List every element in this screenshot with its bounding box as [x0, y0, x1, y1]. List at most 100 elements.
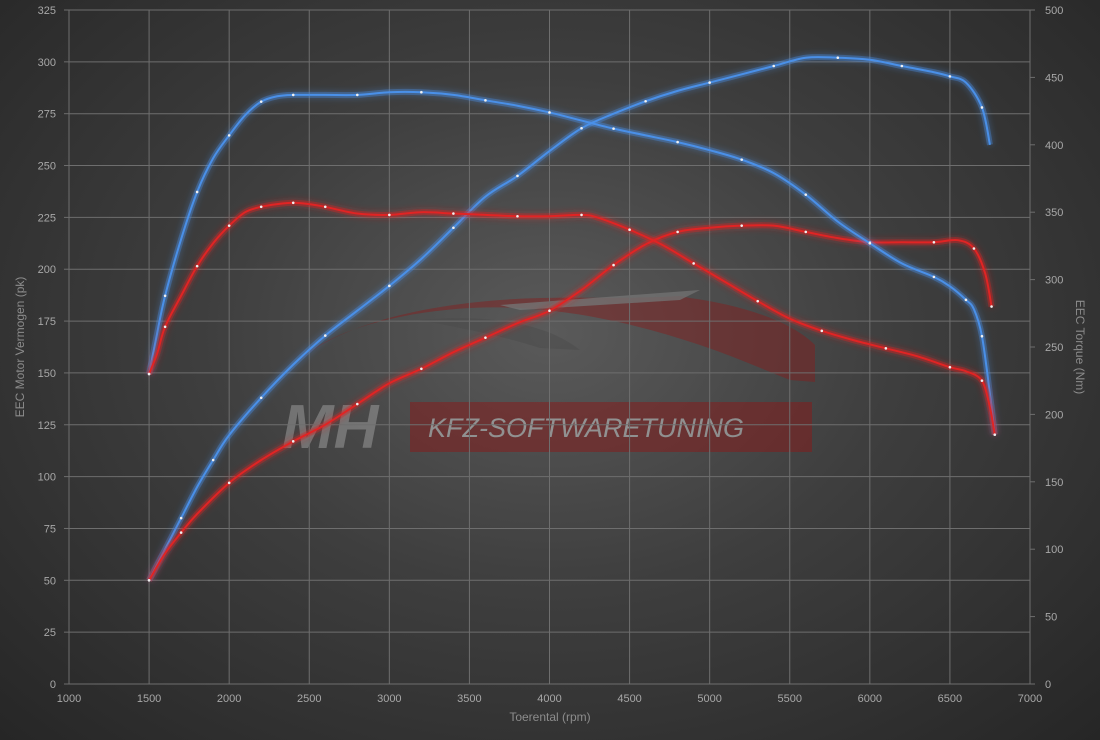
data-point: [932, 240, 936, 244]
x-tick-label: 5500: [778, 693, 802, 705]
chart-series: [146, 54, 998, 582]
data-point: [227, 224, 231, 227]
y-tick-label-left: 50: [44, 575, 56, 587]
logo-banner: [410, 402, 812, 452]
data-point: [580, 213, 583, 217]
data-point: [740, 224, 743, 227]
data-point: [195, 190, 199, 194]
data-point: [420, 90, 423, 94]
data-point: [291, 440, 295, 443]
x-tick-label: 7000: [1018, 693, 1042, 705]
data-point: [948, 75, 952, 78]
y-tick-label-right: 400: [1045, 140, 1063, 152]
data-point: [163, 325, 167, 329]
series-3: [146, 199, 998, 436]
logo-initials: MH: [282, 393, 380, 462]
data-point: [452, 212, 455, 215]
data-point: [179, 531, 183, 534]
y-axis-left-title: EEC Motor Vermogen (pk): [13, 277, 27, 418]
data-point: [884, 347, 888, 350]
y-tick-label-left: 275: [38, 109, 56, 121]
data-point: [980, 106, 984, 109]
data-point: [804, 230, 808, 234]
y-tick-label-right: 150: [1045, 477, 1063, 489]
data-point: [836, 56, 840, 59]
chart-ticks: 1000 1500 2000 2500 3000 3500 4000 4500 5000 5500…: [38, 5, 1064, 705]
y-tick-label-left: 75: [44, 523, 56, 535]
data-point: [163, 294, 167, 298]
x-tick-label: 1000: [57, 693, 81, 705]
data-point: [259, 205, 263, 209]
data-point: [804, 193, 808, 196]
logo-text: KFZ-SOFTWARETUNING: [428, 413, 744, 443]
data-point: [323, 334, 327, 337]
data-point: [227, 134, 231, 137]
y-tick-label-left: 200: [38, 264, 56, 276]
data-point: [948, 365, 952, 369]
data-point: [740, 158, 743, 161]
data-point: [820, 329, 824, 333]
data-point: [676, 140, 679, 144]
data-point: [211, 458, 215, 462]
y-tick-label-left: 325: [38, 5, 56, 17]
data-point: [993, 433, 997, 436]
y-tick-label-left: 125: [38, 420, 56, 432]
data-point: [964, 298, 968, 302]
chart-grid: [64, 9, 1035, 685]
x-tick-label: 3500: [457, 693, 481, 705]
data-point: [972, 247, 976, 250]
y-tick-label-left: 25: [44, 627, 56, 639]
data-point: [628, 228, 631, 232]
x-tick-label: 2000: [217, 693, 241, 705]
x-tick-label: 3000: [377, 693, 401, 705]
data-point: [388, 284, 391, 288]
y-tick-label-right: 250: [1045, 342, 1063, 354]
x-tick-label: 6500: [938, 693, 962, 705]
data-point: [195, 264, 199, 268]
data-point: [452, 226, 455, 230]
y-tick-label-right: 200: [1045, 409, 1063, 421]
x-tick-label: 2500: [297, 693, 321, 705]
data-point: [612, 263, 615, 267]
series-line: [148, 55, 991, 581]
data-point: [868, 241, 872, 245]
x-tick-label: 4000: [537, 693, 561, 705]
y-tick-label-left: 0: [50, 679, 56, 691]
series-glow: [146, 199, 998, 436]
x-axis-title: Toerental (rpm): [509, 710, 590, 724]
data-point: [147, 372, 151, 376]
data-point: [291, 93, 295, 97]
watermark-logo: MH KFZ-SOFTWARETUNING: [282, 290, 815, 462]
y-tick-label-right: 300: [1045, 275, 1063, 287]
data-point: [612, 127, 615, 130]
data-point: [227, 481, 231, 485]
logo-car-silhouette: [300, 296, 815, 382]
data-point: [980, 334, 984, 338]
data-point: [980, 379, 984, 383]
data-point: [580, 126, 583, 130]
data-point: [420, 367, 423, 371]
x-tick-label: 5000: [697, 693, 721, 705]
data-point: [756, 299, 760, 303]
data-point: [388, 213, 391, 217]
data-point: [516, 214, 519, 218]
data-point: [516, 174, 519, 178]
data-point: [484, 99, 487, 102]
data-point: [259, 100, 263, 103]
x-tick-label: 1500: [137, 693, 161, 705]
y-tick-label-right: 350: [1045, 207, 1063, 219]
data-point: [676, 230, 679, 234]
data-point: [708, 81, 711, 84]
data-point: [356, 93, 359, 97]
data-point: [179, 516, 183, 520]
series-2: [146, 88, 998, 436]
y-axis-right-title: EEC Torque (Nm): [1073, 300, 1087, 394]
y-tick-label-left: 150: [38, 368, 56, 380]
data-point: [548, 111, 551, 114]
y-tick-label-left: 100: [38, 472, 56, 484]
data-point: [323, 205, 327, 209]
series-1: [146, 222, 995, 582]
data-point: [900, 64, 904, 68]
y-tick-label-right: 450: [1045, 72, 1063, 84]
